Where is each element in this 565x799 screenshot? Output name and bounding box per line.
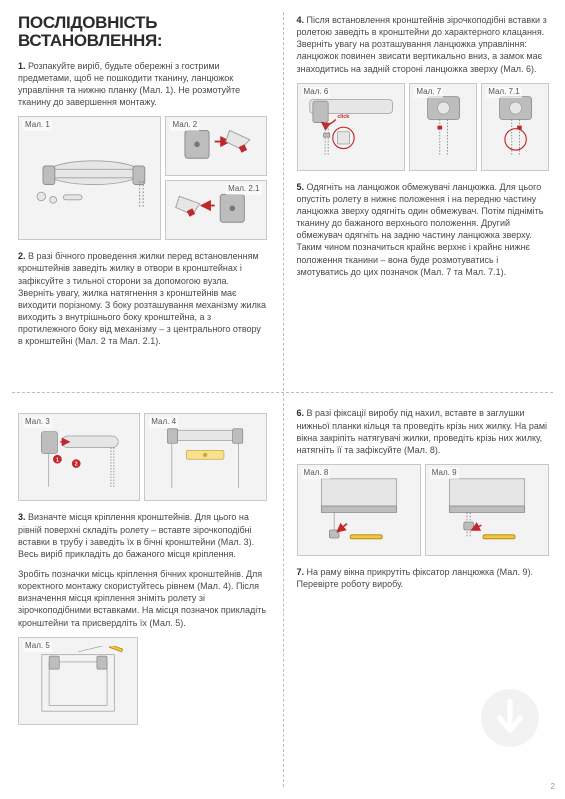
figure-1-svg <box>26 129 153 227</box>
instruction-page: ПОСЛІДОВНІСТЬ ВСТАНОВЛЕННЯ: 1. Розпакуйт… <box>0 0 565 799</box>
figure-6-svg: click <box>303 92 399 161</box>
horizontal-divider <box>12 392 553 393</box>
figure-7-label: Мал. 7 <box>414 87 443 98</box>
figure-5-label: Мал. 5 <box>23 641 52 652</box>
figure-8-label: Мал. 8 <box>302 468 331 479</box>
figure-9: Мал. 9 <box>425 464 549 556</box>
figure-8: Мал. 8 <box>297 464 421 556</box>
step-1-num: 1. <box>18 61 26 71</box>
step-5-text: Одягніть на ланцюжок обмежувачі ланцюжка… <box>297 182 544 277</box>
figure-3-svg: 1 2 <box>25 423 133 492</box>
figure-7-1: Мал. 7.1 <box>481 83 549 171</box>
figure-9-label: Мал. 9 <box>430 468 459 479</box>
figure-5: Мал. 5 <box>18 637 138 725</box>
step-4-text: Після встановлення кронштейнів зірочкопо… <box>297 15 547 74</box>
figure-7: Мал. 7 <box>409 83 477 171</box>
figure-2-1-label: Мал. 2.1 <box>226 184 261 195</box>
fig-row-1: Мал. 1 Мал. 2 <box>18 116 267 240</box>
figure-5-svg <box>25 646 131 715</box>
figure-4-svg <box>151 423 259 492</box>
figure-6-label: Мал. 6 <box>302 87 331 98</box>
step-3a-text: Визначте місця кріплення кронштейнів. Дл… <box>18 512 254 558</box>
figure-1-label: Мал. 1 <box>23 120 52 131</box>
step-2-text: В разі бічного проведення жилки перед вс… <box>18 251 266 346</box>
page-number: 2 <box>551 782 555 793</box>
step-2-num: 2. <box>18 251 26 261</box>
figure-4-label: Мал. 4 <box>149 417 178 428</box>
step-3a: 3. Визначте місця кріплення кронштейнів.… <box>18 511 267 560</box>
page-title: ПОСЛІДОВНІСТЬ ВСТАНОВЛЕННЯ: <box>18 14 267 50</box>
cell-top-left: ПОСЛІДОВНІСТЬ ВСТАНОВЛЕННЯ: 1. Розпакуйт… <box>0 0 283 393</box>
step-5: 5. Одягніть на ланцюжок обмежувачі ланцю… <box>297 181 550 278</box>
figure-7-1-svg <box>486 92 545 161</box>
svg-text:1: 1 <box>56 457 59 463</box>
figure-1: Мал. 1 <box>18 116 161 240</box>
step-4: 4. Після встановлення кронштейнів зірочк… <box>297 14 550 75</box>
figure-2-label: Мал. 2 <box>170 120 199 131</box>
svg-text:2: 2 <box>75 462 78 468</box>
figure-3: Мал. 3 1 2 <box>18 413 140 501</box>
figure-7-svg <box>414 92 473 161</box>
step-4-num: 4. <box>297 15 305 25</box>
step-5-num: 5. <box>297 182 305 192</box>
watermark-icon <box>479 687 541 749</box>
fig-row-4: Мал. 6 click Мал. 7 <box>297 83 550 171</box>
step-3b-text: Зробіть позначки місць кріплення бічних … <box>18 569 266 628</box>
step-1: 1. Розпакуйте виріб, будьте обережні з г… <box>18 60 267 109</box>
step-7-num: 7. <box>297 567 305 577</box>
figure-2: Мал. 2 <box>165 116 266 176</box>
figure-2-1: Мал. 2.1 <box>165 180 266 240</box>
figure-7-1-label: Мал. 7.1 <box>486 87 521 98</box>
step-6: 6. В разі фіксації виробу під нахил, вст… <box>297 407 550 456</box>
step-6-num: 6. <box>297 408 305 418</box>
cell-top-right: 4. Після встановлення кронштейнів зірочк… <box>283 0 565 393</box>
step-3-num: 3. <box>18 512 26 522</box>
fig-row-6: Мал. 8 Мал. 9 <box>297 464 550 556</box>
vertical-divider <box>283 12 284 787</box>
click-text: click <box>337 114 349 120</box>
step-7: 7. На раму вікна прикрутіть фіксатор лан… <box>297 566 550 590</box>
figure-6: Мал. 6 click <box>297 83 406 171</box>
figure-9-svg <box>432 474 542 546</box>
cell-bottom-left: Мал. 3 1 2 Мал. 4 <box>0 393 283 772</box>
step-6-text: В разі фіксації виробу під нахил, вставт… <box>297 408 548 454</box>
step-1-text: Розпакуйте виріб, будьте обережні з гост… <box>18 61 240 107</box>
fig-row-3: Мал. 3 1 2 Мал. 4 <box>18 413 267 501</box>
figure-8-svg <box>304 474 414 546</box>
step-3b: Зробіть позначки місць кріплення бічних … <box>18 568 267 629</box>
step-7-text: На раму вікна прикрутіть фіксатор ланцюж… <box>297 567 534 589</box>
step-2: 2. В разі бічного проведення жилки перед… <box>18 250 267 347</box>
figure-4: Мал. 4 <box>144 413 266 501</box>
figure-3-label: Мал. 3 <box>23 417 52 428</box>
fig-row-5: Мал. 5 <box>18 637 267 725</box>
